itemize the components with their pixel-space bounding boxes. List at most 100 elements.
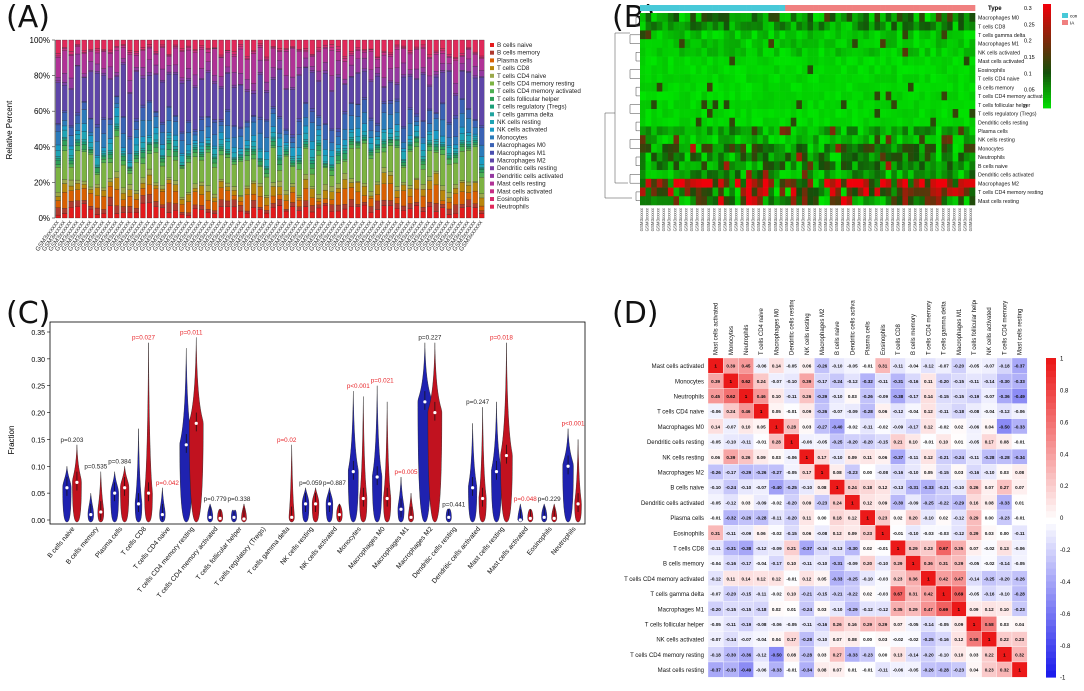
a-bar-segment [166,177,172,180]
d-corr-value: -0.28 [756,516,767,521]
b-heatmap-cell [919,13,926,23]
b-heatmap-cell [947,196,953,206]
b-heatmap-cell [813,13,819,23]
b-heatmap-cell [718,39,725,49]
a-bar-segment [446,54,452,57]
a-bar-segment [140,177,146,184]
b-heatmap-cell [846,82,853,92]
b-colorbar-segment [1043,45,1051,49]
b-heatmap-cell [679,196,685,206]
d-colorbar-segment [1046,517,1056,525]
b-heatmap-cell [779,143,786,153]
b-heatmap-cell [712,126,719,136]
b-heatmap-cell [718,187,725,197]
a-bar-segment [140,182,146,189]
c-violin-con [562,428,574,523]
b-heatmap-cell [930,30,937,40]
a-bar-segment [440,154,446,186]
b-heatmap-cell [919,91,926,101]
a-bar-segment [133,199,140,209]
b-column-label: GSM3xxxxx [868,207,873,231]
d-corr-value: 0.47 [954,576,963,581]
b-heatmap-cell [908,135,914,145]
b-heatmap-cell [801,187,808,197]
a-bar-segment [303,57,309,68]
b-heatmap-cell [874,152,881,162]
a-bar-segment [146,39,153,45]
b-heatmap-cell [718,109,725,119]
a-bar-segment [381,50,387,53]
b-heatmap-cell [707,56,713,66]
a-bar-segment [303,141,309,145]
d-col-label: T cells gamma delta [942,301,948,355]
d-corr-value: -0.05 [786,470,797,475]
d-corr-value: 1 [760,409,763,414]
a-bar-segment [472,39,478,53]
b-heatmap-cell [924,21,931,31]
a-bar-segment [185,153,192,155]
a-bar-segment [303,125,309,134]
a-bar-segment [361,50,368,53]
d-corr-value: -0.13 [832,546,843,551]
a-bar-segment [231,39,237,52]
b-heatmap-cell [712,56,719,66]
d-corr-value: -0.15 [878,440,889,445]
a-bar-segment [257,132,263,150]
a-bar-segment [453,213,459,219]
d-corr-value: 0.09 [757,455,766,460]
b-heatmap-cell [695,30,702,40]
b-heatmap-cell [919,178,926,188]
a-bar-segment [159,79,166,83]
a-bar-segment [88,131,94,136]
a-bar-segment [427,202,433,207]
a-bar-segment [107,52,113,54]
a-bar-segment [329,150,335,157]
d-colorbar-segment [1046,613,1056,621]
b-heatmap-cell [824,47,831,57]
a-bar-segment [277,194,283,200]
b-heatmap-cell [846,187,853,197]
a-bar-segment [68,160,74,165]
b-type-annotation-cell [880,5,886,11]
b-heatmap-cell [707,161,713,171]
b-heatmap-cell [841,178,847,188]
b-heatmap-cell [824,91,831,101]
b-heatmap-cell [852,178,859,188]
b-heatmap-cell [679,109,685,119]
a-bar-segment [446,137,452,146]
a-bar-segment [133,144,140,152]
b-heatmap-cell [757,65,764,75]
b-heatmap-cell [919,187,926,197]
a-bar-segment [407,203,413,209]
b-heatmap-cell [774,178,780,188]
a-bar-segment [277,164,283,171]
a-bar-segment [420,150,426,157]
b-heatmap-cell [841,47,847,57]
a-y-tick-label: 80% [34,72,50,81]
d-col-label: Macrophages M1 [957,308,963,355]
b-heatmap-cell [774,196,780,206]
a-bar-segment [257,72,263,75]
b-heatmap-cell [930,91,937,101]
a-legend-swatch [490,120,494,124]
a-bar-segment [453,95,459,116]
d-colorbar-segment [1046,575,1056,582]
d-corr-value: 0.31 [878,364,887,369]
a-bar-segment [192,134,198,141]
a-bar-segment [231,159,237,163]
d-corr-value: -0.14 [969,576,980,581]
d-colorbar-segment [1046,460,1056,467]
b-heatmap-cell [796,65,803,75]
b-heatmap-cell [874,82,881,92]
b-heatmap-cell [651,56,658,66]
b-heatmap-cell [785,152,792,162]
d-corr-value: -0.07 [710,592,721,597]
b-heatmap-cell [947,126,953,136]
a-bar-segment [453,184,459,189]
b-column-label: GSM3xxxxx [924,207,929,231]
a-bar-segment [231,190,237,196]
b-heatmap-cell [807,82,814,92]
d-corr-value: -0.06 [710,409,721,414]
a-bar-segment [179,197,185,200]
b-heatmap-cell [919,56,926,66]
